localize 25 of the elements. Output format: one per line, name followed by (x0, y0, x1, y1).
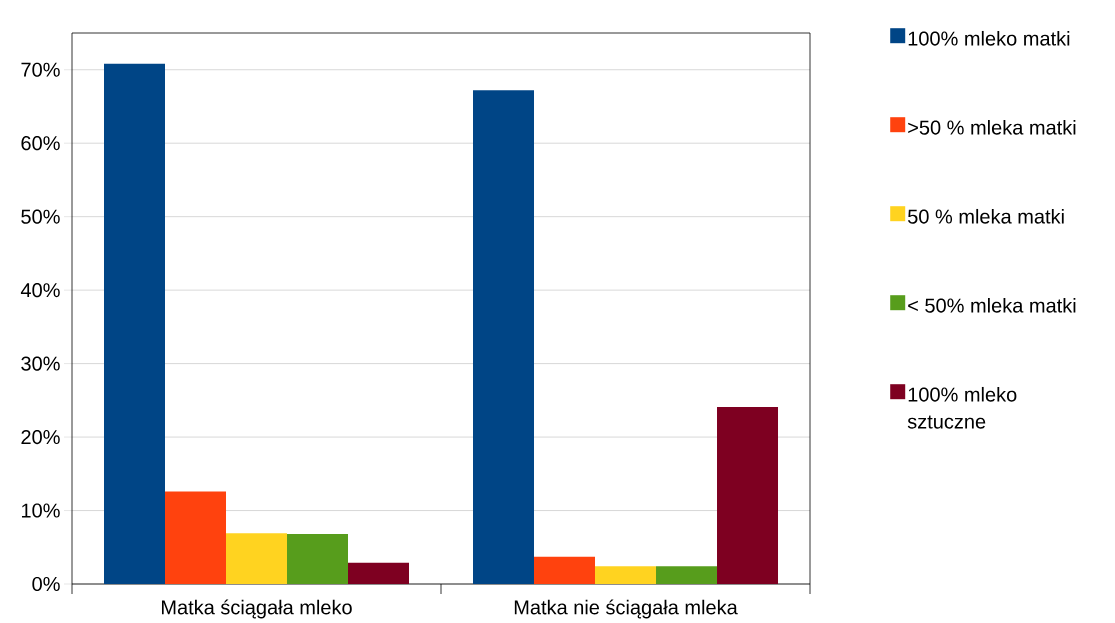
y-tick-label: 20% (21, 429, 60, 445)
y-tick-label: 60% (21, 136, 60, 151)
y-tick-label: 70% (21, 62, 60, 77)
legend-label: < 50% mleka matki (908, 297, 1076, 313)
y-tick-label: 30% (21, 356, 60, 371)
legend-label: >50 % mleka matki (908, 119, 1076, 135)
bar (534, 556, 596, 584)
bar (165, 491, 226, 584)
bar (473, 90, 534, 584)
legend-label: 100% mleko sztuczne (907, 386, 1017, 429)
y-tick-label: 40% (20, 283, 60, 298)
bar (717, 406, 779, 584)
y-tick-label: 50% (21, 209, 60, 224)
x-tick-label: Matka nie ściągała mleka (514, 599, 738, 619)
bar (104, 63, 165, 584)
bar (287, 534, 348, 584)
legend-label: 100% mleko matki (908, 30, 1070, 46)
legend-label: 50 % mleka matki (908, 208, 1064, 224)
bar (226, 533, 287, 584)
bar (656, 566, 718, 584)
y-tick-label: 0% (32, 576, 60, 592)
y-tick-label: 10% (21, 503, 60, 518)
bar (595, 566, 657, 584)
x-tick-label: Matka ściągała mleko (161, 599, 352, 619)
bar (348, 562, 409, 584)
